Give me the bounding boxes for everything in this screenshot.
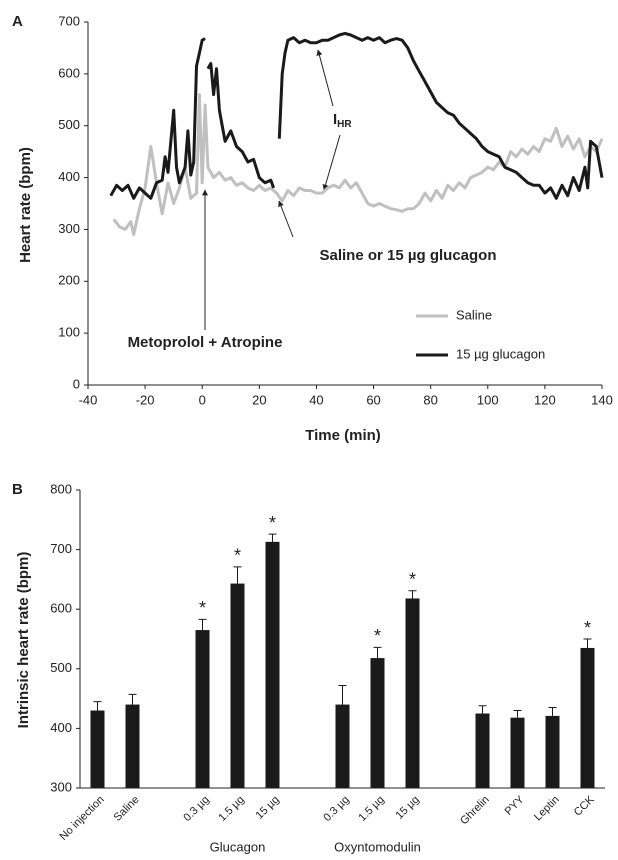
- y-tick-label: 700: [58, 13, 80, 28]
- annotation-arrow: [322, 134, 341, 191]
- x-tick-label: 20: [252, 392, 266, 407]
- y-tick-label: 100: [58, 325, 80, 340]
- x-tick-label: 100: [477, 392, 499, 407]
- error-bar: [268, 533, 277, 542]
- legend-label: 15 µg glucagon: [456, 346, 545, 361]
- error-bar: [128, 693, 137, 705]
- bar: [405, 598, 420, 788]
- significance-marker: *: [269, 513, 276, 533]
- y-axis-label: Heart rate (bpm): [17, 147, 34, 263]
- legend-label: Saline: [456, 307, 492, 322]
- y-tick-label: 400: [58, 169, 80, 184]
- annotation-arrow: [316, 49, 334, 107]
- x-tick-label: 1.5 µg: [216, 794, 246, 824]
- x-tick-label: -40: [79, 392, 98, 407]
- x-tick-label: 80: [423, 392, 437, 407]
- bar: [335, 704, 350, 788]
- bar: [475, 713, 490, 788]
- y-tick-label: 600: [58, 65, 80, 80]
- significance-marker: *: [199, 598, 206, 618]
- error-bar: [93, 701, 102, 711]
- x-tick-label: 140: [591, 392, 613, 407]
- significance-marker: *: [234, 546, 241, 566]
- bar: [545, 715, 560, 788]
- y-tick-label: 400: [50, 720, 72, 735]
- x-tick-label: Leptin: [532, 794, 562, 824]
- group-label: Oxyntomodulin: [334, 839, 421, 854]
- error-bar: [513, 710, 522, 718]
- line-series: [109, 31, 604, 200]
- panel-label: A: [12, 13, 23, 30]
- x-tick-label: 120: [534, 392, 556, 407]
- ihr-label: IHR: [333, 111, 352, 130]
- bar: [90, 710, 105, 788]
- x-tick-label: PYY: [503, 793, 528, 818]
- error-bar: [583, 638, 592, 648]
- error-bar: [338, 684, 347, 705]
- y-tick-label: 200: [58, 273, 80, 288]
- x-tick-label: 60: [366, 392, 380, 407]
- annotation-arrow: [278, 200, 294, 238]
- ihr-text: I: [333, 111, 337, 128]
- x-tick-label: Saline: [112, 794, 142, 824]
- bar: [125, 704, 140, 788]
- y-tick-label: 800: [50, 481, 72, 496]
- x-tick-label: 0.3 µg: [181, 794, 211, 824]
- error-bar: [548, 707, 557, 716]
- x-tick-label: Ghrelin: [458, 794, 492, 828]
- error-bar: [198, 618, 207, 631]
- error-bar: [373, 646, 382, 659]
- significance-marker: *: [409, 569, 416, 589]
- x-tick-label: 1.5 µg: [356, 794, 386, 824]
- x-tick-label: 0.3 µg: [321, 794, 351, 824]
- y-tick-label: 300: [58, 221, 80, 236]
- bar: [370, 658, 385, 788]
- y-tick-label: 0: [73, 376, 80, 391]
- y-tick-label: 500: [50, 660, 72, 675]
- error-bar: [478, 705, 487, 714]
- x-tick-label: 40: [309, 392, 323, 407]
- significance-marker: *: [374, 626, 381, 646]
- x-tick-label: 0: [199, 392, 206, 407]
- panel-label: B: [12, 481, 23, 498]
- bar: [265, 541, 280, 788]
- y-tick-label: 600: [50, 601, 72, 616]
- bar: [195, 630, 210, 788]
- ihr-subscript: HR: [337, 119, 352, 130]
- x-tick-label: 15 µg: [394, 794, 422, 822]
- annotation: Metoprolol + Atropine: [128, 334, 283, 351]
- significance-marker: *: [584, 618, 591, 638]
- y-tick-label: 700: [50, 541, 72, 556]
- x-tick-label: 15 µg: [254, 794, 282, 822]
- x-axis-label: Time (min): [305, 427, 381, 444]
- y-axis-label: Intrinsic heart rate (bpm): [15, 552, 32, 729]
- group-label: Glucagon: [210, 839, 266, 854]
- bar: [510, 717, 525, 788]
- line-series: [112, 93, 604, 237]
- error-bar: [408, 590, 417, 599]
- x-tick-label: No injection: [58, 794, 107, 843]
- annotation: Saline or 15 µg glucagon: [319, 247, 496, 264]
- x-tick-label: -20: [136, 392, 155, 407]
- bar: [230, 583, 245, 788]
- error-bar: [233, 566, 242, 584]
- bar: [580, 647, 595, 788]
- y-tick-label: 300: [50, 779, 72, 794]
- x-tick-label: CCK: [572, 793, 597, 818]
- y-tick-label: 500: [58, 117, 80, 132]
